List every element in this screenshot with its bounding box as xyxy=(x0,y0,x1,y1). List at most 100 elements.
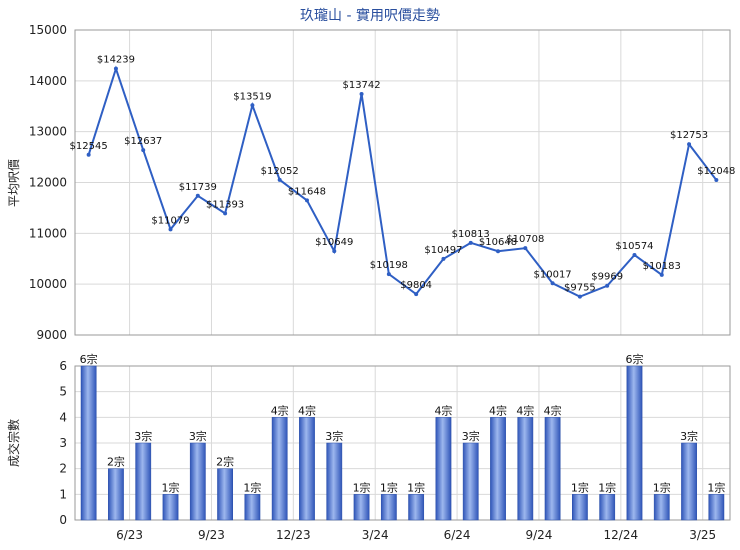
price-y-tick-label: 12000 xyxy=(29,176,67,190)
price-point xyxy=(632,252,637,257)
volume-y-tick-label: 2 xyxy=(59,462,67,476)
price-data-label: $12637 xyxy=(124,136,162,147)
price-point xyxy=(359,91,364,96)
volume-y-tick-label: 3 xyxy=(59,436,67,450)
x-tick-label: 6/24 xyxy=(444,528,471,542)
price-y-tick-label: 9000 xyxy=(36,328,67,342)
price-y-tick-label: 14000 xyxy=(29,74,67,88)
price-point xyxy=(441,256,446,261)
volume-bar-label: 3宗 xyxy=(325,429,343,443)
volume-bar xyxy=(189,442,206,521)
price-y-tick-label: 15000 xyxy=(29,23,67,37)
volume-y-tick-label: 4 xyxy=(59,410,67,424)
price-point xyxy=(523,246,528,251)
volume-bar-label: 4宗 xyxy=(298,403,316,417)
volume-bar-label: 3宗 xyxy=(134,429,152,443)
price-series-line xyxy=(87,65,718,298)
volume-bar xyxy=(626,365,643,521)
price-point xyxy=(332,249,337,254)
price-point xyxy=(86,152,91,157)
x-tick-label: 12/24 xyxy=(604,528,639,542)
price-plot-frame xyxy=(74,29,731,336)
x-tick-label: 9/24 xyxy=(525,528,552,542)
volume-bar-label: 4宗 xyxy=(434,403,452,417)
price-data-label: $10574 xyxy=(615,241,653,252)
price-point xyxy=(659,272,664,277)
volume-bar xyxy=(517,417,534,521)
volume-bar xyxy=(162,494,179,521)
price-data-label: $14239 xyxy=(97,55,135,66)
price-point xyxy=(223,211,228,216)
volume-plot-frame xyxy=(74,365,731,521)
price-y-tick-label: 13000 xyxy=(29,125,67,139)
volume-bar xyxy=(380,494,397,521)
price-point xyxy=(605,283,610,288)
volume-bar xyxy=(653,494,670,521)
price-point xyxy=(468,240,473,245)
volume-bar xyxy=(408,494,425,521)
volume-bar-label: 1宗 xyxy=(407,480,425,494)
chart-title: 玖瓏山 - 實用呎價走勢 xyxy=(300,7,440,24)
volume-bar-label: 4宗 xyxy=(271,403,289,417)
price-data-label: $10648 xyxy=(479,237,517,248)
price-data-label: $12052 xyxy=(261,166,299,177)
price-point xyxy=(195,193,200,198)
volume-bar xyxy=(271,417,288,521)
x-tick-label: 9/23 xyxy=(198,528,225,542)
price-data-label: $9804 xyxy=(400,280,432,291)
volume-bar-label: 6宗 xyxy=(625,352,643,366)
volume-y-tick-label: 0 xyxy=(59,513,67,527)
price-data-label: $10497 xyxy=(424,245,462,256)
price-point xyxy=(113,66,118,71)
volume-bar-label: 3宗 xyxy=(462,429,480,443)
price-data-label: $10183 xyxy=(643,261,681,272)
volume-bar xyxy=(299,417,315,521)
price-point xyxy=(414,292,419,297)
price-data-label: $10649 xyxy=(315,237,353,248)
volume-y-axis-label: 成交宗數 xyxy=(6,419,21,467)
volume-bar-label: 1宗 xyxy=(598,480,616,494)
price-point xyxy=(496,249,501,254)
volume-bar-label: 6宗 xyxy=(80,352,98,366)
price-point xyxy=(304,198,309,203)
price-line-chart: 9000 10000 11000 12000 13000 14000 15000 $12545… xyxy=(29,23,736,342)
volume-bar-label: 1宗 xyxy=(380,480,398,494)
volume-bar-label: 1宗 xyxy=(162,480,180,494)
price-data-label: $12048 xyxy=(697,166,735,177)
volume-bar xyxy=(544,417,561,521)
price-data-label: $10017 xyxy=(534,269,572,280)
price-point xyxy=(577,294,582,299)
volume-y-tick-label: 5 xyxy=(59,385,67,399)
volume-bar xyxy=(435,417,452,521)
volume-bar xyxy=(681,442,697,521)
price-data-label: $13742 xyxy=(342,80,380,91)
volume-bar xyxy=(80,365,97,521)
price-data-label: $12753 xyxy=(670,130,708,141)
volume-bar xyxy=(353,494,370,521)
price-y-tick-label: 10000 xyxy=(29,277,67,291)
volume-bar xyxy=(572,494,588,521)
volume-bar-label: 1宗 xyxy=(707,480,725,494)
price-data-label: $10813 xyxy=(452,229,490,240)
volume-bar-label: 3宗 xyxy=(680,429,698,443)
price-point xyxy=(550,281,555,286)
volume-bar-label: 1宗 xyxy=(653,480,671,494)
price-data-label: $10708 xyxy=(506,234,544,245)
price-point xyxy=(687,142,692,147)
volume-bar-label: 1宗 xyxy=(353,480,371,494)
volume-bar-label: 2宗 xyxy=(107,455,125,469)
x-tick-label: 12/23 xyxy=(276,528,311,542)
x-tick-label: 3/24 xyxy=(362,528,389,542)
volume-bar xyxy=(462,442,479,521)
price-point xyxy=(277,177,282,182)
price-data-label: $11648 xyxy=(288,186,326,197)
volume-bar xyxy=(217,468,233,521)
price-data-label: $9755 xyxy=(564,283,596,294)
price-point xyxy=(714,178,719,183)
volume-bar-chart: 0 1 2 3 4 5 6 6宗 2宗 3宗 1宗 3宗 2宗 1宗 4宗 4宗 3宗 1宗 1宗 1宗 4宗 3宗 4宗 4… xyxy=(59,352,731,542)
volume-y-tick-label: 6 xyxy=(59,359,67,373)
volume-bar-label: 3宗 xyxy=(189,429,207,443)
volume-bar xyxy=(708,494,725,521)
price-data-label: $10198 xyxy=(370,260,408,271)
